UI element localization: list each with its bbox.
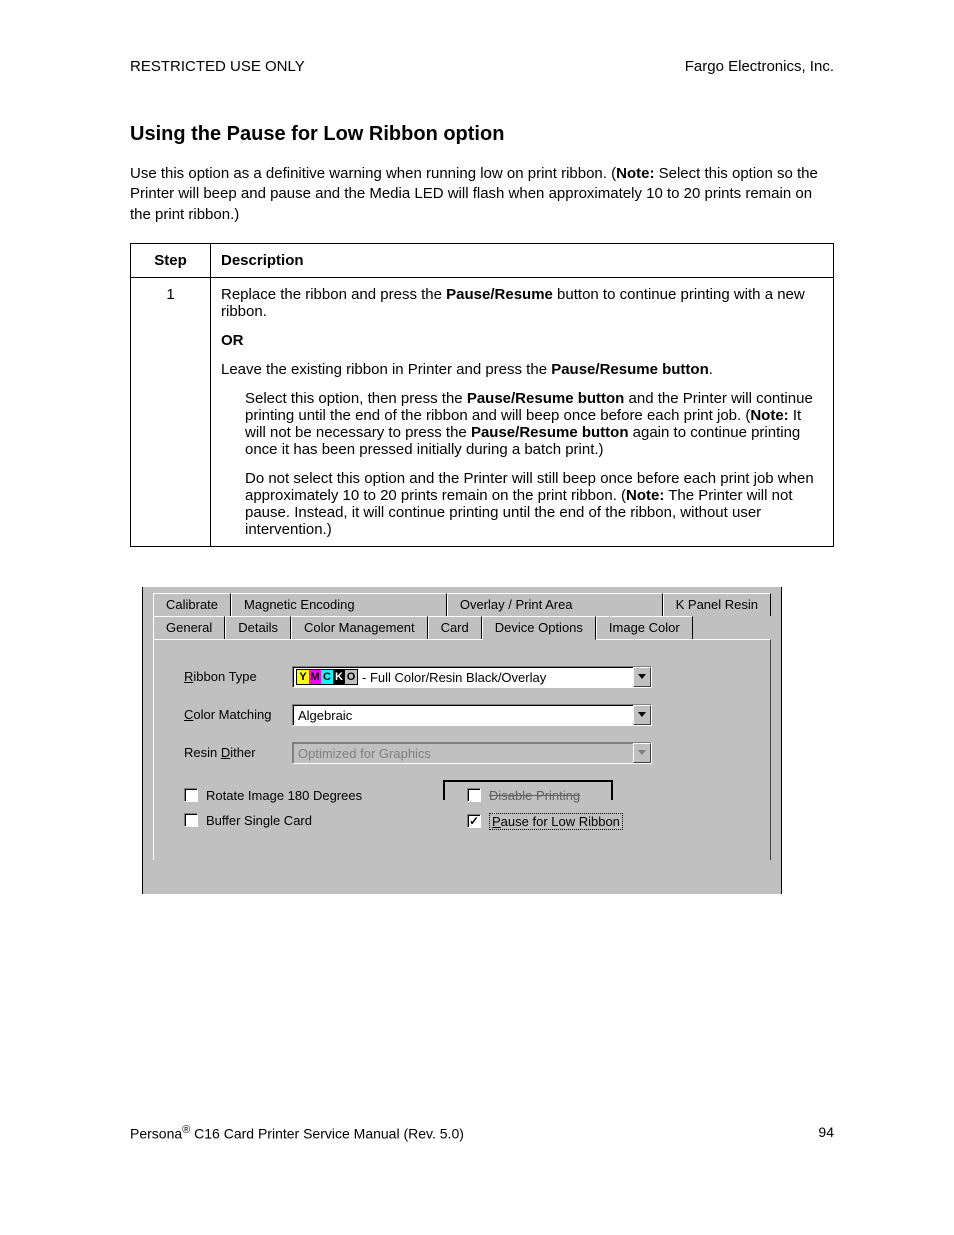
tab-k-panel-resin[interactable]: K Panel Resin <box>663 593 771 616</box>
tab-strip: Calibrate Magnetic Encoding Overlay / Pr… <box>143 587 781 639</box>
intro-paragraph: Use this option as a definitive warning … <box>130 164 834 225</box>
tab-card[interactable]: Card <box>428 616 482 639</box>
step-description: Replace the ribbon and press the Pause/R… <box>211 277 834 546</box>
ribbon-type-dropdown[interactable]: Y M C K O - Full Color/Resin Black/Overl… <box>292 666 652 688</box>
color-matching-label: Color Matching <box>184 707 292 722</box>
tab-overlay-print-area[interactable]: Overlay / Print Area <box>447 593 663 616</box>
tab-device-options[interactable]: Device Options <box>482 616 596 640</box>
checkbox-icon[interactable] <box>184 788 198 802</box>
document-page: RESTRICTED USE ONLY Fargo Electronics, I… <box>0 0 954 1201</box>
header-right: Fargo Electronics, Inc. <box>685 58 834 75</box>
color-matching-dropdown[interactable]: Algebraic <box>292 704 652 726</box>
pause-low-ribbon-label: Pause for Low Ribbon <box>489 813 623 830</box>
buffer-single-card-checkbox-row[interactable]: Buffer Single Card <box>184 813 467 828</box>
rotate-image-label: Rotate Image 180 Degrees <box>206 788 362 803</box>
section-title: Using the Pause for Low Ribbon option <box>130 123 834 146</box>
tab-magnetic-encoding[interactable]: Magnetic Encoding <box>231 593 447 616</box>
footer-left: Persona® C16 Card Printer Service Manual… <box>130 1124 464 1142</box>
resin-dither-row: Resin Dither Optimized for Graphics <box>184 742 750 764</box>
color-matching-value: Algebraic <box>293 705 633 725</box>
table-header-row: Step Description <box>131 243 834 277</box>
device-options-dialog: Calibrate Magnetic Encoding Overlay / Pr… <box>142 587 782 894</box>
col-description: Description <box>211 243 834 277</box>
tab-general[interactable]: General <box>153 616 225 639</box>
tab-calibrate[interactable]: Calibrate <box>153 593 231 616</box>
tab-row-back: Calibrate Magnetic Encoding Overlay / Pr… <box>153 593 771 616</box>
ymcko-icon: Y M C K O <box>296 669 358 685</box>
rotate-image-checkbox-row[interactable]: Rotate Image 180 Degrees <box>184 788 467 803</box>
tab-panel-device-options: Ribbon Type Y M C K O - Full Color/Resin… <box>153 639 771 860</box>
step-number: 1 <box>131 277 211 546</box>
tab-image-color[interactable]: Image Color <box>596 616 693 639</box>
table-row: 1 Replace the ribbon and press the Pause… <box>131 277 834 546</box>
dropdown-arrow-icon[interactable] <box>633 705 651 725</box>
col-step: Step <box>131 243 211 277</box>
checkbox-icon[interactable] <box>184 813 198 827</box>
buffer-single-card-label: Buffer Single Card <box>206 813 312 828</box>
tab-color-management[interactable]: Color Management <box>291 616 428 639</box>
annotation-bracket <box>443 780 613 800</box>
checkbox-icon[interactable] <box>467 814 481 828</box>
page-header: RESTRICTED USE ONLY Fargo Electronics, I… <box>130 58 834 75</box>
steps-table: Step Description 1 Replace the ribbon an… <box>130 243 834 547</box>
checkbox-grid: Rotate Image 180 Degrees Buffer Single C… <box>184 788 750 840</box>
page-number: 94 <box>818 1124 834 1142</box>
ribbon-type-label: Ribbon Type <box>184 669 292 684</box>
resin-dither-label: Resin Dither <box>184 745 292 760</box>
resin-dither-dropdown: Optimized for Graphics <box>292 742 652 764</box>
color-matching-row: Color Matching Algebraic <box>184 704 750 726</box>
dropdown-arrow-icon <box>633 743 651 763</box>
pause-low-ribbon-checkbox-row[interactable]: Pause for Low Ribbon <box>467 813 750 830</box>
ribbon-type-value: Y M C K O - Full Color/Resin Black/Overl… <box>293 667 633 687</box>
resin-dither-value: Optimized for Graphics <box>293 743 633 763</box>
dropdown-arrow-icon[interactable] <box>633 667 651 687</box>
tab-details[interactable]: Details <box>225 616 291 639</box>
page-footer: Persona® C16 Card Printer Service Manual… <box>130 1124 834 1142</box>
tab-row-front: General Details Color Management Card De… <box>153 616 771 639</box>
header-left: RESTRICTED USE ONLY <box>130 58 305 75</box>
ribbon-type-row: Ribbon Type Y M C K O - Full Color/Resin… <box>184 666 750 688</box>
